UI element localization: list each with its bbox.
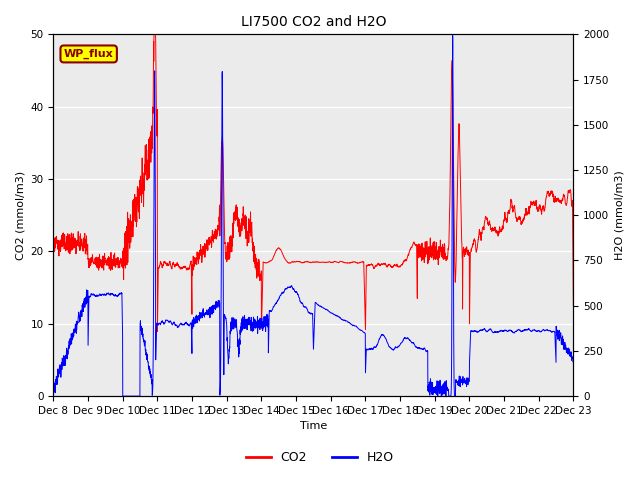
Y-axis label: H2O (mmol/m3): H2O (mmol/m3) [615, 170, 625, 260]
Legend: CO2, H2O: CO2, H2O [241, 446, 399, 469]
Text: WP_flux: WP_flux [64, 49, 113, 59]
Y-axis label: CO2 (mmol/m3): CO2 (mmol/m3) [15, 171, 25, 260]
X-axis label: Time: Time [300, 421, 327, 432]
Title: LI7500 CO2 and H2O: LI7500 CO2 and H2O [241, 15, 386, 29]
